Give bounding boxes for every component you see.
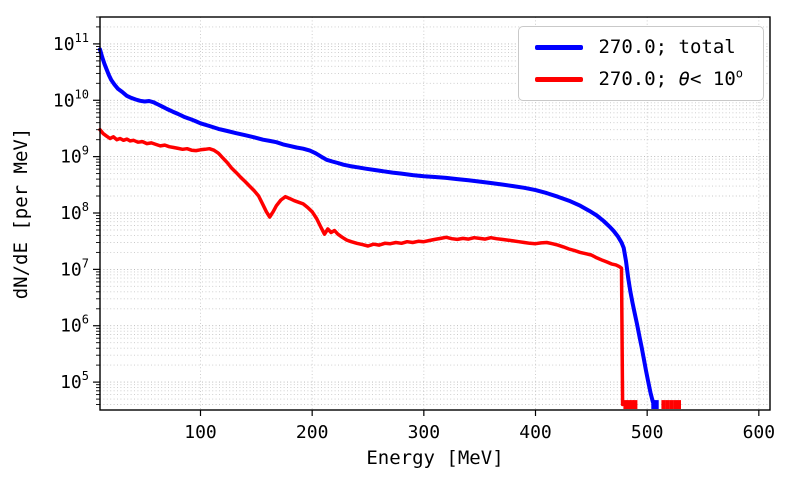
legend-item-total: 270.0; total <box>535 38 743 57</box>
y-tick-label: 1010 <box>53 87 89 111</box>
x-axis-label: Energy [MeV] <box>366 447 503 469</box>
series-line <box>98 47 655 404</box>
legend-label-theta-sup: o <box>735 66 743 81</box>
y-tick-label: 1011 <box>53 31 89 55</box>
y-axis-label: dN/dE [per MeV] <box>10 128 32 300</box>
y-tick-label: 109 <box>60 144 89 168</box>
series-total <box>98 47 659 409</box>
legend-label-theta: 270.0; θ< 10o <box>598 66 743 90</box>
legend-line-total <box>535 45 584 50</box>
series-theta-cut <box>98 127 681 409</box>
x-tick-label: 200 <box>296 422 329 443</box>
legend-label-total: 270.0; total <box>598 36 736 58</box>
theta-symbol: θ <box>678 68 690 90</box>
legend-line-theta <box>535 77 584 82</box>
x-tick-label: 600 <box>743 422 776 443</box>
legend-label-theta-mid: < 10 <box>690 68 736 90</box>
y-tick-label: 107 <box>60 256 89 280</box>
x-axis: 100 200 300 400 500 600 <box>184 410 775 443</box>
x-tick-label: 500 <box>631 422 664 443</box>
y-tick-label: 105 <box>60 369 89 393</box>
y-tick-label: 106 <box>60 313 89 337</box>
x-tick-label: 100 <box>184 422 217 443</box>
legend-item-theta: 270.0; θ< 10o <box>535 66 743 90</box>
legend-label-theta-prefix: 270.0; <box>598 68 679 90</box>
y-axis: 105 106 107 108 109 1010 1011 <box>53 16 100 405</box>
legend: 270.0; total 270.0; θ< 10o <box>518 26 764 101</box>
x-tick-label: 300 <box>408 422 441 443</box>
y-tick-label: 108 <box>60 200 89 224</box>
x-tick-label: 400 <box>519 422 552 443</box>
series-line <box>98 127 625 407</box>
